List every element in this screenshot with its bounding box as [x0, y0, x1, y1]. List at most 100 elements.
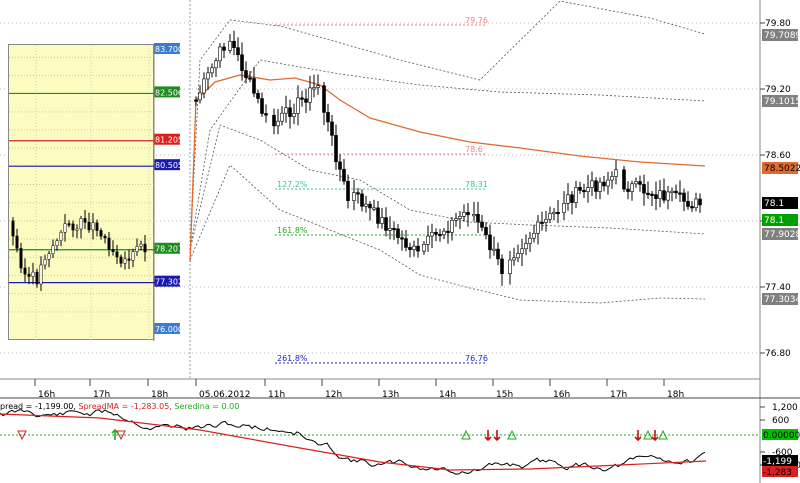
time-axis-label: 18h: [667, 390, 684, 400]
envelope-band: [189, 0, 706, 251]
inset-candle-body: [39, 264, 43, 285]
candle-body: [500, 258, 504, 275]
inset-badge-text: 77.302: [155, 278, 183, 287]
inset-candle-body: [55, 240, 59, 246]
time-axis-label: 12h: [325, 390, 342, 400]
candle-body: [674, 190, 678, 194]
inset-candle-body: [123, 258, 127, 264]
spread-line: [0, 409, 706, 475]
candle-body: [438, 233, 442, 237]
indicator-axis-label: 600: [772, 416, 789, 426]
price-axis-label: 79.20: [765, 85, 791, 95]
fib-level-price: 79.76: [465, 16, 488, 25]
inset-candle-body: [91, 222, 95, 231]
candle-body: [614, 169, 618, 177]
candle-body: [606, 179, 610, 187]
candle-body: [388, 228, 392, 231]
candle-body: [416, 245, 420, 252]
candle-body: [630, 183, 634, 192]
inset-badge-text: 83.700: [155, 45, 183, 54]
candle-body: [574, 187, 578, 203]
candle-body: [426, 235, 430, 245]
inset-price-chart[interactable]: 83.583.082.582.081.581.080.580.079.579.0…: [9, 45, 155, 341]
candle-body: [578, 187, 582, 191]
candle-body: [312, 87, 316, 90]
candle-body: [646, 192, 650, 195]
moving-average-line: [189, 74, 706, 263]
inset-candle-body: [107, 237, 111, 250]
candle-body: [446, 230, 450, 233]
candle-body: [400, 237, 404, 240]
candle-body: [682, 192, 686, 202]
inset-candle-body: [139, 243, 143, 247]
candle-body: [330, 121, 334, 136]
indicator-axis-label: 1,200: [772, 403, 798, 413]
candle-body: [654, 194, 658, 199]
fib-level-price: 78.6: [465, 145, 483, 154]
candle-body: [360, 193, 364, 207]
inset-candle-body: [95, 222, 99, 231]
candle-body: [690, 206, 694, 209]
price-badge-text: 77.9028: [764, 230, 800, 240]
candle-body: [284, 107, 288, 114]
price-badge-bg: [762, 228, 798, 240]
inset-badge-text: 80.505: [155, 161, 183, 170]
candle-body: [288, 107, 292, 117]
candle-body: [338, 161, 342, 170]
sell-signal-icon: [116, 430, 126, 441]
candle-body: [548, 213, 552, 220]
candle-body: [520, 248, 524, 254]
fib-level-price: 78.31: [465, 180, 488, 189]
candle-body: [326, 112, 330, 123]
inset-candle-body: [27, 273, 31, 277]
inset-chart-panel[interactable]: 83.583.082.582.081.581.080.580.079.579.0…: [8, 44, 155, 341]
inset-time-axis-label: 18h: [151, 390, 168, 400]
candle-body: [272, 114, 276, 127]
time-axis-label: 15h: [496, 390, 513, 400]
inset-candle-body: [19, 248, 23, 269]
inset-candle-body: [71, 223, 75, 231]
sell-arrow-icon: [484, 430, 492, 442]
candle-body: [232, 40, 236, 48]
time-axis-label: 17h: [610, 390, 627, 400]
price-badge-text: 79.7089: [764, 31, 800, 41]
candle-body: [396, 228, 400, 238]
candle-body: [240, 54, 244, 71]
candle-body: [308, 87, 312, 103]
price-badge-bg: [762, 293, 798, 305]
candle-body: [492, 248, 496, 251]
fib-level-pct: 261.8%: [277, 354, 308, 363]
candle-body: [658, 190, 662, 199]
candle-body: [280, 112, 284, 122]
price-badge-text: 78.1: [764, 199, 784, 209]
candle-body: [372, 207, 376, 210]
sell-arrow-icon: [493, 430, 501, 442]
candle-body: [202, 78, 206, 94]
indicator-badge-text: 0.00000: [763, 431, 800, 441]
inset-candle-body: [135, 246, 139, 252]
candle-body: [496, 248, 500, 260]
price-badge-bg: [762, 197, 798, 209]
candle-body: [264, 113, 268, 116]
candle-body: [458, 216, 462, 219]
buy-signal-icon: [461, 429, 471, 440]
candle-body: [634, 181, 638, 185]
candle-body: [698, 198, 702, 206]
candle-body: [678, 192, 682, 195]
candle-body: [598, 181, 602, 192]
candle-body: [484, 227, 488, 236]
candle-body: [476, 214, 480, 223]
candle-body: [686, 201, 690, 207]
candle-body: [384, 217, 388, 231]
price-badge-bg: [762, 29, 798, 41]
inset-candle-body: [23, 267, 27, 275]
candle-body: [346, 180, 350, 201]
candle-body: [194, 99, 198, 102]
envelope-band: [189, 164, 706, 304]
inset-candle-body: [143, 243, 147, 253]
inset-candle-body: [47, 253, 51, 260]
inset-candle-body: [35, 271, 39, 285]
candle-body: [404, 238, 408, 248]
candle-body: [544, 218, 548, 223]
